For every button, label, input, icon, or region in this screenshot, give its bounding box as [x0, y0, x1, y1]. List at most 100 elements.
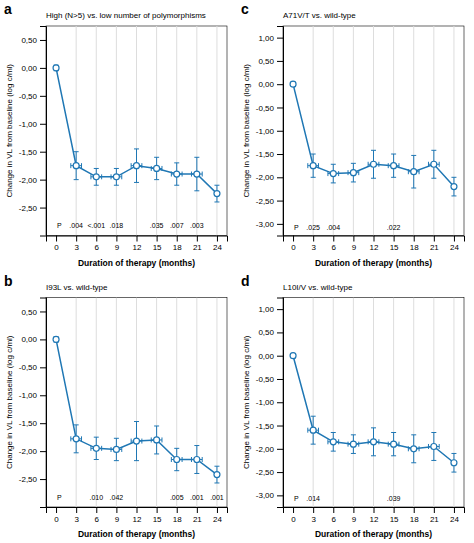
- y-error-bar: [154, 157, 159, 179]
- point: [73, 163, 79, 169]
- y-tick-mark: [277, 332, 283, 333]
- y-tick: 0,00: [258, 352, 283, 361]
- x-tick: 0: [54, 507, 59, 524]
- x-tick-mark: [56, 507, 57, 513]
- x-tick-mark: [217, 236, 218, 242]
- annotation: P: [57, 494, 62, 501]
- reference-line: [176, 26, 177, 236]
- y-tick-label: -1,00: [256, 127, 275, 136]
- x-tick-label: 3: [74, 515, 79, 524]
- y-error-bar: [54, 65, 59, 71]
- x-tick: 21: [430, 236, 439, 253]
- panel-title: I93L vs. wild-type: [46, 283, 108, 292]
- point: [371, 439, 377, 445]
- x-tick: 9: [115, 507, 120, 524]
- x-tick: 18: [173, 236, 182, 253]
- x-tick-label: 21: [193, 243, 202, 252]
- series-line: [56, 68, 217, 194]
- panel: 036912151821240,500,00-0,50-1,00-1,50-2,…: [4, 273, 228, 540]
- y-error-cap: [74, 179, 79, 180]
- panel: 036912151821241,000,500,00-0,50-1,00-1,5…: [241, 273, 465, 540]
- x-error-bar: [368, 162, 379, 167]
- reference-line: [373, 26, 374, 236]
- annotation: .025: [306, 224, 320, 231]
- y-tick-label: 0,50: [21, 36, 37, 45]
- y-tick-mark: [40, 68, 46, 69]
- panel-title: High (N>5) vs. low number of polymorphis…: [46, 11, 206, 20]
- y-error-bar: [371, 428, 376, 456]
- y-error-cap: [134, 148, 139, 149]
- y-tick-label: 0,50: [258, 328, 274, 337]
- x-tick-label: 18: [173, 515, 182, 524]
- y-tick-label: 0,50: [258, 57, 274, 66]
- y-error-bar: [331, 164, 336, 183]
- x-tick-label: 3: [311, 243, 316, 252]
- x-tick-label: 24: [450, 515, 459, 524]
- x-tick: 15: [153, 236, 162, 253]
- x-tick: 24: [213, 236, 222, 253]
- y-tick-label: -1,50: [256, 150, 275, 159]
- x-error-cap: [131, 163, 132, 168]
- annotation: P: [57, 222, 62, 229]
- panel-title: A71V/T vs. wild-type: [283, 11, 356, 20]
- x-error-bar: [368, 439, 379, 444]
- annotation: .039: [387, 495, 401, 502]
- y-axis: 0,500,00-0,50-1,00-1,50-2,00-2,50: [19, 298, 47, 508]
- x-axis: 03691215182124: [284, 236, 465, 253]
- y-error-cap: [74, 424, 79, 425]
- x-tick-mark: [177, 507, 178, 513]
- y-tick-label: -2,00: [19, 176, 38, 185]
- y-tick: -1,00: [19, 391, 46, 400]
- x-tick: 18: [173, 507, 182, 524]
- point: [350, 170, 356, 176]
- y-error-bar: [431, 150, 436, 178]
- x-error-bar: [191, 457, 202, 462]
- x-axis-line: [47, 508, 228, 514]
- y-tick: 0,00: [21, 335, 46, 344]
- annotation: .004: [69, 222, 83, 229]
- x-error-cap: [388, 442, 389, 447]
- y-error-cap: [351, 181, 356, 182]
- y-error-cap: [214, 201, 219, 202]
- point: [113, 446, 119, 452]
- y-tick-label: -0,50: [256, 375, 275, 384]
- y-tick: -2,00: [256, 173, 283, 182]
- x-axis-title: Duration of therapy (months): [78, 529, 195, 539]
- annotation: .022: [387, 224, 401, 231]
- y-error-cap: [134, 421, 139, 422]
- y-tick: -1,50: [256, 422, 283, 431]
- x-error-cap: [358, 170, 359, 175]
- x-error-bar: [308, 428, 319, 433]
- y-error-cap: [391, 177, 396, 178]
- y-error-bar: [371, 150, 376, 178]
- point: [113, 174, 119, 180]
- y-tick-mark: [277, 61, 283, 62]
- y-error-cap: [391, 432, 396, 433]
- y-tick-mark: [277, 309, 283, 310]
- y-axis-title: Change in VL from baseline (log c/ml): [242, 64, 251, 198]
- x-error-cap: [70, 163, 71, 168]
- x-error-cap: [348, 170, 349, 175]
- y-tick: -2,50: [19, 475, 46, 484]
- reference-line: [333, 26, 334, 236]
- x-tick-label: 12: [370, 243, 379, 252]
- reference-line: [433, 26, 434, 236]
- y-tick-mark: [40, 479, 46, 480]
- x-tick-label: 9: [352, 243, 357, 252]
- y-error-bar: [351, 435, 356, 454]
- x-tick: 21: [430, 507, 439, 524]
- reference-line: [116, 298, 117, 508]
- y-tick-label: 0,00: [21, 335, 37, 344]
- y-error-cap: [194, 157, 199, 158]
- y-tick: -1,00: [256, 127, 283, 136]
- y-tick: 0,50: [258, 57, 283, 66]
- y-error-cap: [431, 460, 436, 461]
- x-error-cap: [202, 172, 203, 177]
- point: [290, 353, 296, 359]
- x-tick-mark: [293, 236, 294, 242]
- y-error-cap: [431, 178, 436, 179]
- x-tick-label: 9: [115, 243, 120, 252]
- y-error-bar: [391, 433, 396, 456]
- y-error-cap: [371, 455, 376, 456]
- y-tick-label: 0,50: [21, 308, 37, 317]
